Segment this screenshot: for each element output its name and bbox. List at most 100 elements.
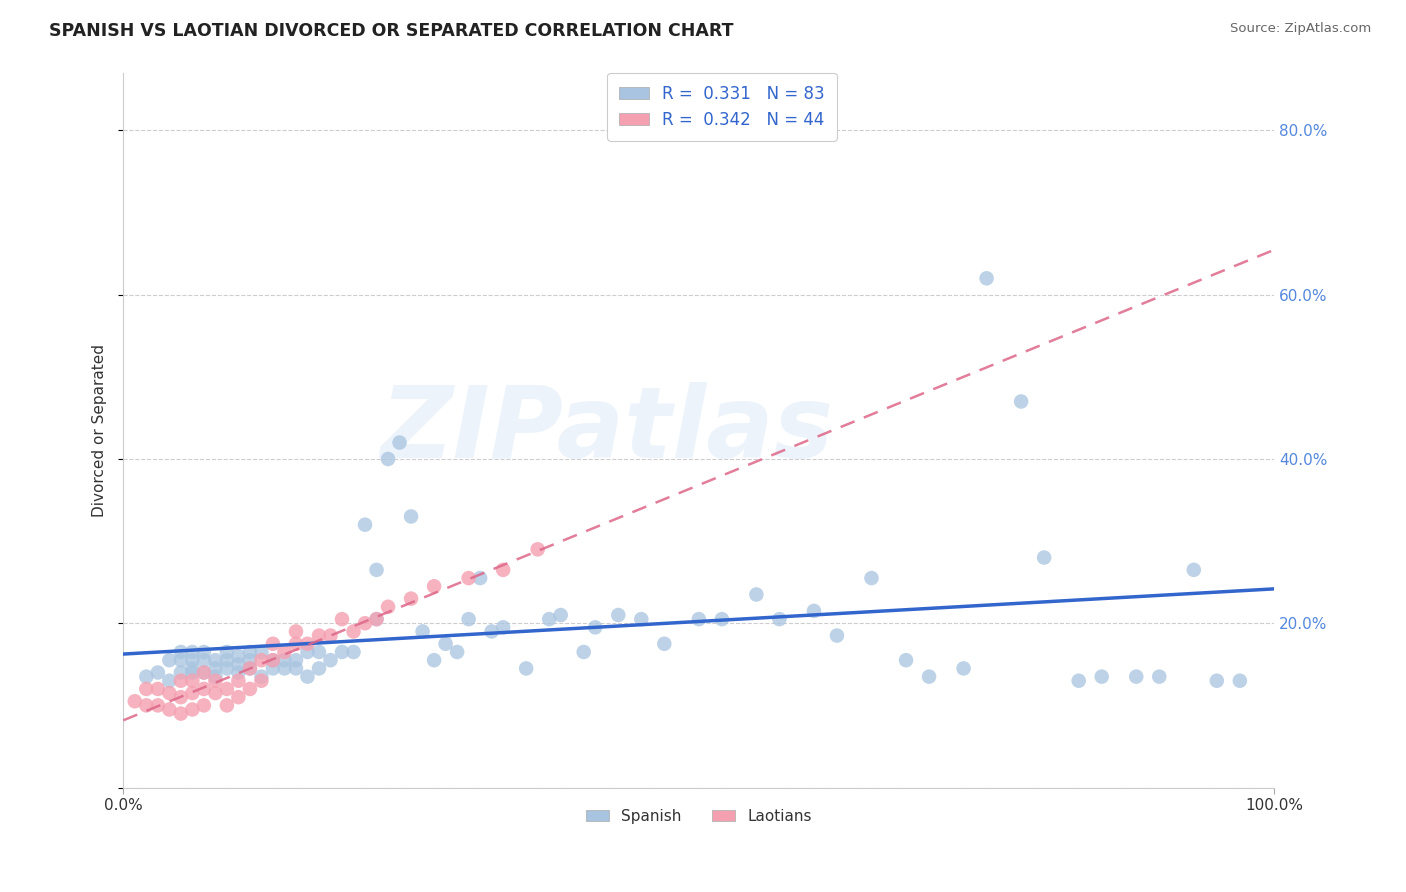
Point: [319, 653, 342, 667]
Point: [388, 435, 411, 450]
Point: [181, 702, 204, 716]
Point: [688, 612, 710, 626]
Point: [181, 645, 204, 659]
Point: [262, 653, 284, 667]
Point: [193, 645, 215, 659]
Point: [607, 607, 630, 622]
Point: [228, 665, 250, 680]
Point: [273, 653, 295, 667]
Point: [170, 706, 193, 721]
Point: [342, 624, 364, 639]
Point: [412, 624, 434, 639]
Point: [308, 645, 330, 659]
Point: [215, 645, 238, 659]
Text: Source: ZipAtlas.com: Source: ZipAtlas.com: [1230, 22, 1371, 36]
Point: [538, 612, 561, 626]
Point: [204, 661, 226, 675]
Point: [135, 698, 157, 713]
Point: [342, 645, 364, 659]
Legend: Spanish, Laotians: Spanish, Laotians: [579, 803, 818, 830]
Point: [1033, 550, 1056, 565]
Point: [297, 645, 319, 659]
Point: [135, 670, 157, 684]
Text: SPANISH VS LAOTIAN DIVORCED OR SEPARATED CORRELATION CHART: SPANISH VS LAOTIAN DIVORCED OR SEPARATED…: [49, 22, 734, 40]
Point: [1067, 673, 1090, 688]
Point: [423, 579, 446, 593]
Text: ZIPatlas: ZIPatlas: [380, 382, 834, 479]
Point: [1091, 670, 1114, 684]
Point: [468, 571, 491, 585]
Point: [146, 681, 169, 696]
Point: [366, 612, 388, 626]
Point: [918, 670, 941, 684]
Point: [228, 690, 250, 705]
Point: [652, 637, 675, 651]
Point: [157, 673, 180, 688]
Point: [157, 702, 180, 716]
Point: [170, 673, 193, 688]
Point: [354, 517, 377, 532]
Point: [193, 653, 215, 667]
Point: [215, 661, 238, 675]
Point: [308, 629, 330, 643]
Point: [803, 604, 825, 618]
Point: [193, 665, 215, 680]
Point: [745, 587, 768, 601]
Point: [860, 571, 883, 585]
Point: [262, 661, 284, 675]
Point: [228, 657, 250, 672]
Point: [204, 686, 226, 700]
Point: [228, 673, 250, 688]
Point: [446, 645, 468, 659]
Point: [215, 653, 238, 667]
Point: [768, 612, 790, 626]
Point: [366, 612, 388, 626]
Point: [250, 673, 273, 688]
Point: [181, 673, 204, 688]
Point: [157, 686, 180, 700]
Point: [457, 571, 479, 585]
Point: [492, 563, 515, 577]
Point: [1010, 394, 1032, 409]
Point: [284, 624, 307, 639]
Point: [239, 681, 262, 696]
Point: [170, 690, 193, 705]
Point: [319, 629, 342, 643]
Point: [284, 653, 307, 667]
Point: [250, 653, 273, 667]
Point: [1125, 670, 1147, 684]
Point: [262, 637, 284, 651]
Point: [250, 645, 273, 659]
Point: [1205, 673, 1227, 688]
Point: [1182, 563, 1205, 577]
Point: [273, 661, 295, 675]
Point: [239, 653, 262, 667]
Point: [515, 661, 537, 675]
Point: [181, 661, 204, 675]
Point: [181, 665, 204, 680]
Point: [976, 271, 998, 285]
Point: [146, 698, 169, 713]
Y-axis label: Divorced or Separated: Divorced or Separated: [93, 343, 107, 516]
Point: [1149, 670, 1171, 684]
Point: [170, 665, 193, 680]
Point: [239, 661, 262, 675]
Point: [894, 653, 917, 667]
Point: [354, 616, 377, 631]
Point: [262, 653, 284, 667]
Point: [297, 637, 319, 651]
Point: [366, 563, 388, 577]
Point: [215, 681, 238, 696]
Point: [492, 620, 515, 634]
Point: [457, 612, 479, 626]
Point: [204, 673, 226, 688]
Point: [377, 452, 399, 467]
Point: [228, 649, 250, 664]
Point: [572, 645, 595, 659]
Point: [825, 629, 848, 643]
Point: [135, 681, 157, 696]
Point: [1229, 673, 1251, 688]
Point: [550, 607, 572, 622]
Point: [284, 637, 307, 651]
Point: [204, 653, 226, 667]
